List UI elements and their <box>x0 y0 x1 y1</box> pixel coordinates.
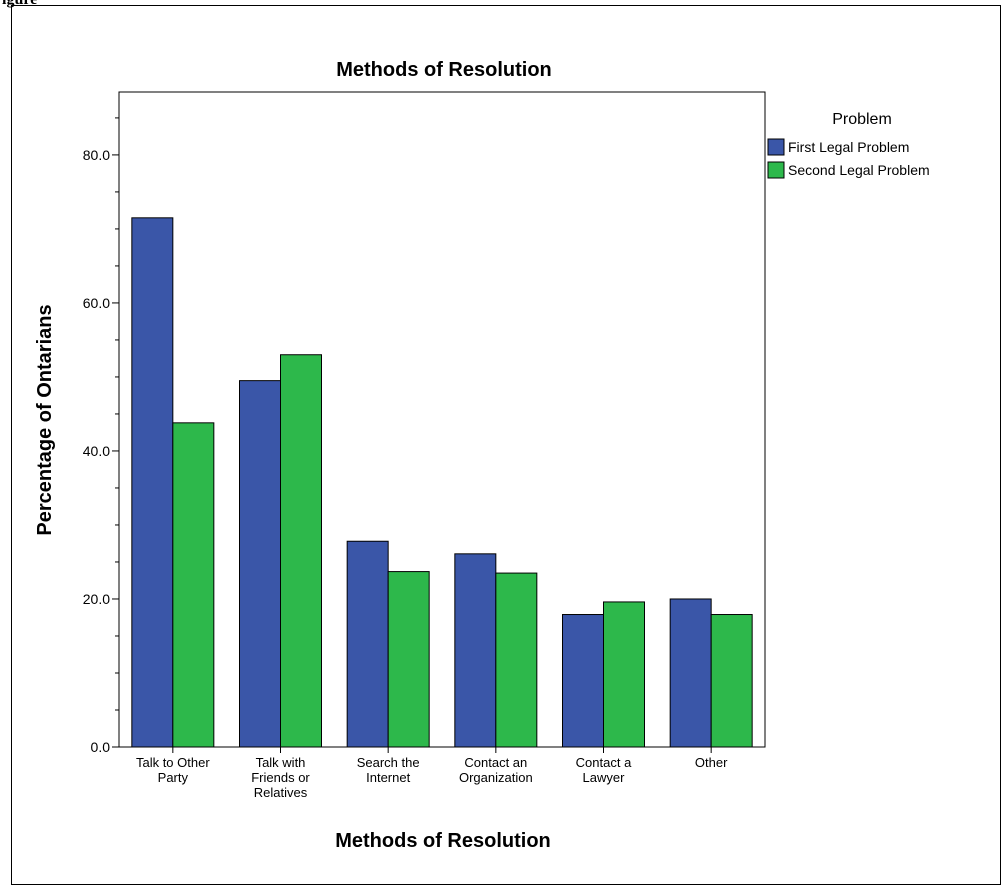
bar-first-legal-problem <box>454 553 497 748</box>
bar-second-legal-problem <box>710 614 753 748</box>
x-tick-label-line: Other <box>695 755 728 770</box>
legend-label: Second Legal Problem <box>788 162 930 178</box>
plot-area <box>118 91 766 748</box>
y-tick-label: 0.0 <box>91 739 111 755</box>
bar-second-legal-problem <box>387 571 430 748</box>
y-tick-label: 80.0 <box>83 147 110 163</box>
x-tick-label: Contact a Lawyer <box>576 755 632 785</box>
x-tick-label-line: Lawyer <box>583 770 626 785</box>
bar-second-legal-problem <box>280 354 322 748</box>
x-tick-label-line: Search the <box>357 755 420 770</box>
bar-first-legal-problem <box>562 614 604 748</box>
x-tick-label: Talk to Other Party <box>136 755 210 785</box>
x-tick-label-line: Party <box>158 770 189 785</box>
x-tick-label: Other <box>695 755 728 770</box>
chart-title: Methods of Resolution <box>336 59 552 81</box>
figure-caption: igure <box>2 0 37 9</box>
bar-second-legal-problem <box>603 601 645 748</box>
x-tick-label-line: Relatives <box>254 785 308 800</box>
legend: Problem First Legal Problem Second Legal … <box>767 111 930 179</box>
legend-swatch <box>767 161 785 179</box>
legend-swatch <box>767 138 785 156</box>
x-tick-label-line: Contact a <box>576 755 632 770</box>
bar-first-legal-problem <box>239 380 281 748</box>
bar-first-legal-problem <box>669 598 712 748</box>
x-tick-label-line: Contact an <box>464 755 527 770</box>
bar-first-legal-problem <box>131 217 174 748</box>
bars-group <box>131 217 753 748</box>
x-tick-label-line: Talk to Other <box>136 755 210 770</box>
bar-second-legal-problem <box>495 572 538 748</box>
x-tick-label-line: Organization <box>459 770 533 785</box>
y-tick-label: 40.0 <box>83 443 110 459</box>
x-tick-label: Contact an Organization <box>459 755 533 785</box>
x-tick-label-line: Talk with <box>256 755 306 770</box>
x-tick-label: Talk with Friends or Relatives <box>251 755 310 800</box>
x-tick-label: Search the Internet <box>357 755 420 785</box>
x-tick-label-line: Internet <box>366 770 410 785</box>
bar-first-legal-problem <box>346 540 389 748</box>
x-axis: Talk to Other Party Talk with Friends or Rel… <box>136 747 728 800</box>
bar-second-legal-problem <box>172 422 215 748</box>
legend-label: First Legal Problem <box>788 139 909 155</box>
y-axis-title: Percentage of Ontarians <box>34 304 56 535</box>
x-axis-title: Methods of Resolution <box>335 830 551 852</box>
x-tick-label-line: Friends or <box>251 770 310 785</box>
y-tick-label: 60.0 <box>83 295 110 311</box>
y-axis: 0.0 20.0 40.0 60.0 80.0 <box>83 117 119 755</box>
y-tick-label: 20.0 <box>83 591 110 607</box>
legend-title: Problem <box>832 111 892 128</box>
